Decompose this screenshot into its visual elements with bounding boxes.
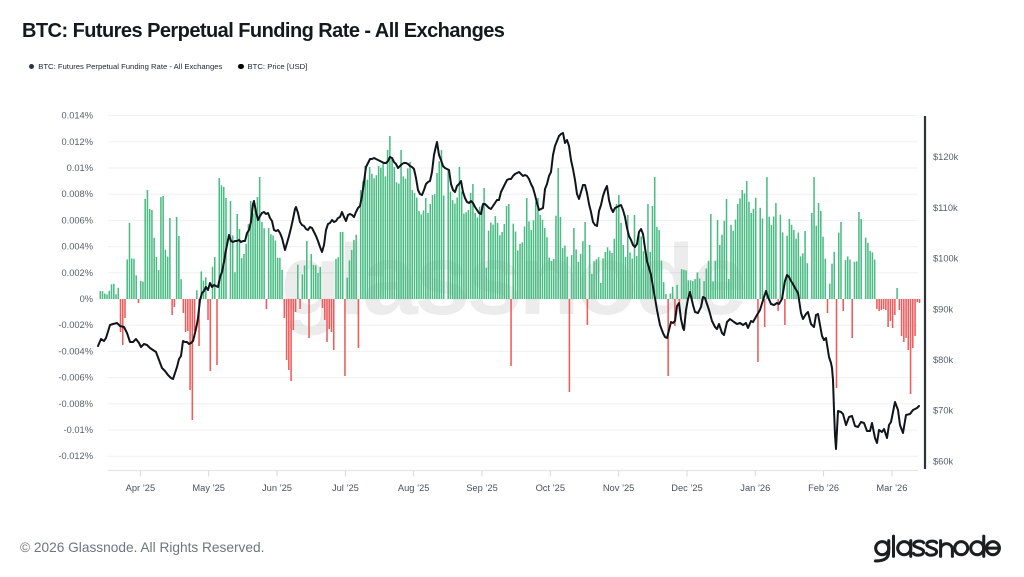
svg-text:Jul ’25: Jul ’25 [332,483,359,493]
svg-text:0.012%: 0.012% [61,137,93,147]
svg-text:$90k: $90k [933,304,954,314]
svg-text:-0.004%: -0.004% [58,346,93,356]
svg-text:0.002%: 0.002% [61,268,93,278]
svg-text:-0.01%: -0.01% [64,425,93,435]
svg-text:May ’25: May ’25 [192,483,225,493]
svg-text:Sep ’25: Sep ’25 [466,483,498,493]
svg-text:-0.012%: -0.012% [58,451,93,461]
svg-text:0.01%: 0.01% [67,163,93,173]
svg-text:Jan ’26: Jan ’26 [740,483,770,493]
svg-text:$100k: $100k [933,254,959,264]
svg-text:0.004%: 0.004% [61,242,93,252]
svg-text:0%: 0% [80,294,93,304]
svg-text:$70k: $70k [933,406,954,416]
svg-text:$110k: $110k [933,203,958,213]
svg-text:$120k: $120k [933,152,959,162]
svg-text:Mar ’26: Mar ’26 [876,483,907,493]
svg-text:0.014%: 0.014% [61,111,93,121]
svg-text:Apr ’25: Apr ’25 [126,483,155,493]
svg-text:Feb ’26: Feb ’26 [808,483,839,493]
svg-text:Oct ’25: Oct ’25 [536,483,565,493]
svg-text:$80k: $80k [933,355,954,365]
svg-text:Dec ’25: Dec ’25 [671,483,703,493]
svg-text:Jun ’25: Jun ’25 [262,483,292,493]
svg-text:Aug ’25: Aug ’25 [398,483,430,493]
svg-text:0.006%: 0.006% [61,215,93,225]
svg-text:-0.006%: -0.006% [58,373,93,383]
svg-text:Nov ’25: Nov ’25 [603,483,635,493]
svg-text:-0.002%: -0.002% [58,320,93,330]
svg-text:0.008%: 0.008% [61,189,93,199]
svg-text:$60k: $60k [933,456,954,466]
svg-text:-0.008%: -0.008% [58,399,93,409]
